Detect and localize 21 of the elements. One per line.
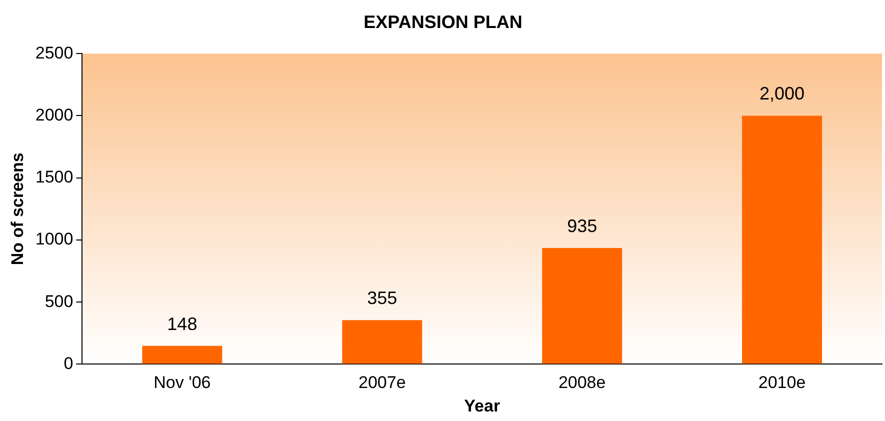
data-label: 148 (167, 314, 198, 334)
bar (742, 116, 822, 364)
y-tick-label: 1000 (35, 230, 74, 249)
chart-title: EXPANSION PLAN (364, 12, 522, 32)
bar (142, 346, 222, 364)
x-axis-title: Year (464, 396, 500, 416)
y-tick-label: 500 (44, 292, 74, 311)
data-label: 935 (567, 216, 598, 236)
data-label: 355 (367, 288, 398, 308)
y-tick-label: 1500 (35, 168, 74, 187)
bar (342, 320, 422, 364)
y-axis-title: No of screens (8, 152, 27, 266)
bar (542, 248, 622, 364)
x-tick-label: Nov '06 (154, 373, 211, 392)
y-tick-label: 2000 (35, 105, 74, 124)
x-tick-label: 2010e (758, 373, 806, 392)
x-tick-label: 2008e (558, 373, 606, 392)
y-tick-label: 2500 (35, 43, 74, 62)
data-label: 2,000 (760, 84, 805, 104)
x-tick-label: 2007e (358, 373, 406, 392)
y-tick-label: 0 (64, 354, 74, 373)
